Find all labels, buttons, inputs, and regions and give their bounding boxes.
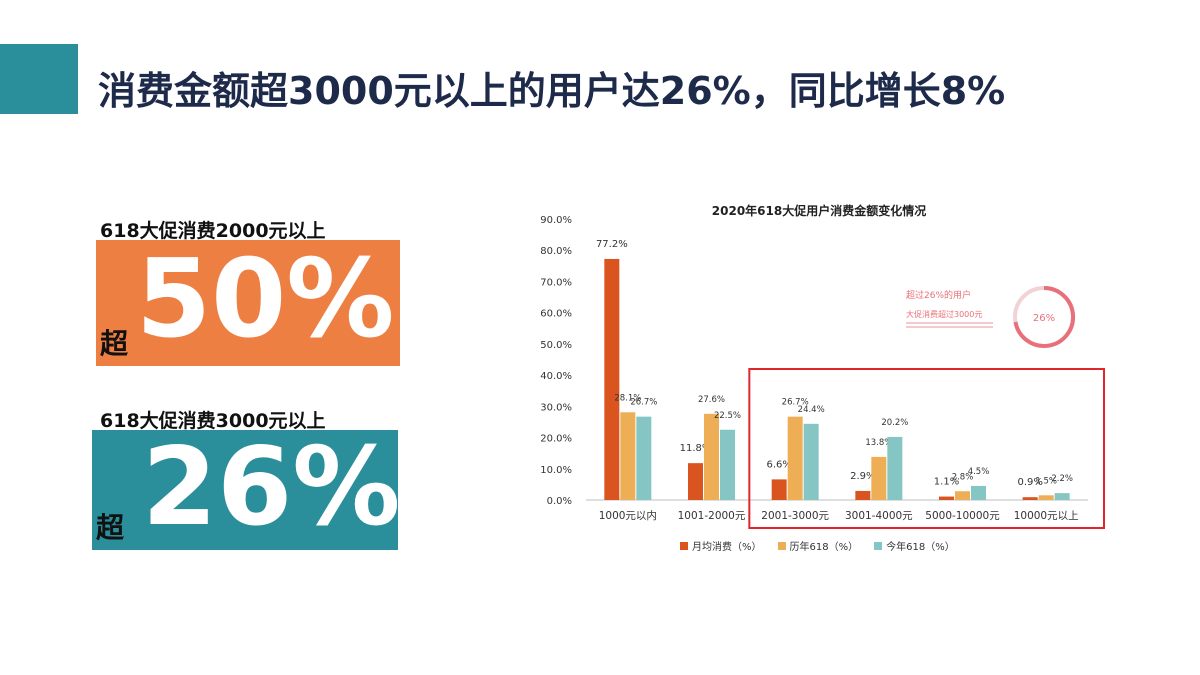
legend-swatch-monthly <box>680 541 688 550</box>
bar-value-label: 26.7% <box>782 398 809 408</box>
bar-value-label: 13.8% <box>865 438 892 448</box>
legend-item-this618: 今年618（%） <box>874 538 955 553</box>
stat-prefix: 超 <box>100 327 129 360</box>
y-tick-label: 70.0% <box>540 277 572 288</box>
bar-value-label: 1.1% <box>934 477 959 488</box>
legend-label-past618: 历年618（%） <box>789 542 859 553</box>
bar-value-label: 27.6% <box>698 395 725 405</box>
legend-swatch-past618 <box>777 541 786 550</box>
y-tick-label: 60.0% <box>540 309 572 320</box>
y-tick-label: 50.0% <box>540 340 572 351</box>
bar <box>620 412 636 500</box>
bar <box>1022 497 1038 500</box>
bar <box>871 456 887 500</box>
bar-value-label: 77.2% <box>596 239 628 250</box>
bar <box>604 258 620 500</box>
annotation-line1: 超过26%的用户 <box>906 289 971 301</box>
chart-title: 2020年618大促用户消费金额变化情况 <box>712 203 926 218</box>
legend-label-this618: 今年618（%） <box>886 542 955 553</box>
bar-value-label: 28.1% <box>614 393 641 403</box>
title-accent-bar <box>0 44 78 114</box>
annotation-line2: 大促消费超过3000元 <box>906 309 982 319</box>
x-tick-label: 10000元以上 <box>1014 510 1079 522</box>
stat-label-3000: 618大促消费3000元以上 <box>100 410 326 432</box>
bar <box>971 485 986 500</box>
bar-value-label: 0.9% <box>1017 477 1042 488</box>
bar <box>688 463 703 500</box>
annotation-badge: 26% <box>1033 313 1055 324</box>
x-tick-label: 2001-3000元 <box>761 510 829 522</box>
legend-swatch-this618 <box>874 541 883 550</box>
x-tick-label: 5000-10000元 <box>925 510 1000 522</box>
bar-value-label: 4.5% <box>968 467 990 477</box>
bar-value-label: 2.8% <box>952 472 974 482</box>
bar-value-label: 20.2% <box>881 418 908 428</box>
bar <box>1054 493 1070 500</box>
y-tick-label: 80.0% <box>540 246 572 257</box>
chart-legend: 月均消费（%） 历年618（%） 今年618（%） <box>680 538 955 553</box>
y-tick-label: 90.0% <box>540 215 572 226</box>
legend-item-monthly: 月均消费（%） <box>680 538 762 553</box>
stat-prefix: 超 <box>96 511 125 544</box>
bar-value-label: 2.9% <box>850 471 875 482</box>
legend-item-past618: 历年618（%） <box>777 538 859 553</box>
y-tick-label: 0.0% <box>547 496 572 507</box>
bar <box>939 496 954 500</box>
bar-value-label: 1.5% <box>1035 476 1057 486</box>
bar-value-label: 26.7% <box>630 398 657 408</box>
bar <box>636 416 652 500</box>
bar <box>955 491 970 500</box>
highlight-box <box>748 368 1105 529</box>
legend-label-monthly: 月均消费（%） <box>692 542 762 553</box>
bar <box>771 479 787 500</box>
stat-box-2000: 超 50% <box>96 240 400 366</box>
stat-value-2000: 50% <box>136 240 395 362</box>
y-tick-label: 20.0% <box>540 434 572 445</box>
bar <box>787 416 803 500</box>
bar-value-label: 6.6% <box>766 459 791 470</box>
x-tick-label: 3001-4000元 <box>845 510 913 522</box>
bar-value-label: 24.4% <box>798 405 825 415</box>
bar <box>720 429 735 500</box>
bar-value-label: 2.2% <box>1051 474 1073 484</box>
annotation-ring <box>1013 286 1076 348</box>
bar <box>1038 495 1054 500</box>
y-tick-label: 40.0% <box>540 371 572 382</box>
bar-value-label: 11.8% <box>680 443 712 454</box>
x-tick-label: 1001-2000元 <box>678 510 746 522</box>
slide-title: 消费金额超3000元以上的用户达26%，同比增长8% <box>98 69 1006 113</box>
y-tick-label: 30.0% <box>540 402 572 413</box>
y-tick-label: 10.0% <box>540 465 572 476</box>
bar-chart: 2020年618大促用户消费金额变化情况 0.0% 10.0% 20.0% 30.0% 4… <box>540 203 1105 529</box>
x-tick-label: 1000元以内 <box>599 509 657 522</box>
stat-value-3000: 26% <box>142 430 398 550</box>
bar <box>855 490 871 500</box>
bar <box>803 423 819 500</box>
bar <box>704 413 719 500</box>
bar <box>887 436 903 500</box>
stat-label-2000: 618大促消费2000元以上 <box>100 220 326 242</box>
stat-box-3000: 超 26% <box>92 430 398 550</box>
bar-value-label: 22.5% <box>714 411 741 421</box>
